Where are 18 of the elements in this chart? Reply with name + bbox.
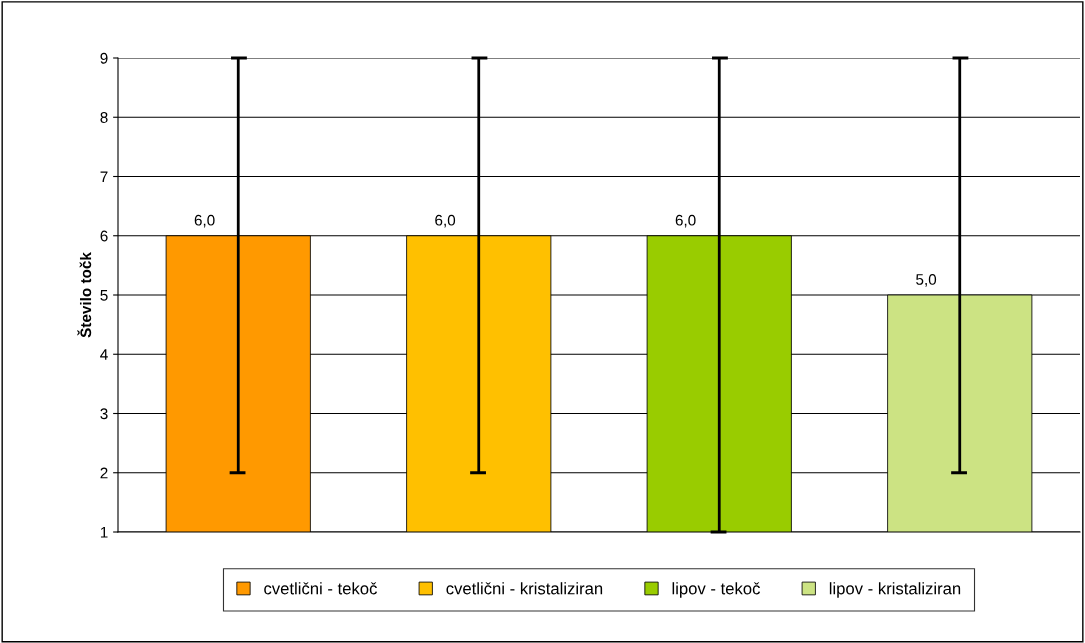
legend-label: lipov - kristaliziran — [829, 582, 961, 598]
y-tick-label: 2 — [100, 467, 108, 479]
y-tick-label: 8 — [100, 112, 108, 123]
y-tick-label: 3 — [100, 408, 108, 420]
y-tick-label: 7 — [100, 171, 108, 183]
legend-label: cvetlični - tekoč — [264, 582, 377, 595]
y-axis-title: Število točk — [77, 252, 92, 338]
legend-label: cvetlični - kristaliziran — [446, 582, 603, 595]
y-tick-label: 9 — [100, 52, 108, 64]
legend-label: lipov - tekoč — [672, 582, 760, 598]
y-tick-label: 5 — [100, 290, 108, 301]
data-label: 6,0 — [194, 214, 215, 228]
data-label: 6,0 — [435, 214, 456, 228]
y-tick-label: 6 — [100, 230, 108, 242]
data-label: 5,0 — [916, 274, 937, 287]
y-tick-label: 1 — [100, 527, 108, 538]
data-label: 6,0 — [675, 214, 696, 228]
y-tick-label: 4 — [100, 349, 108, 360]
